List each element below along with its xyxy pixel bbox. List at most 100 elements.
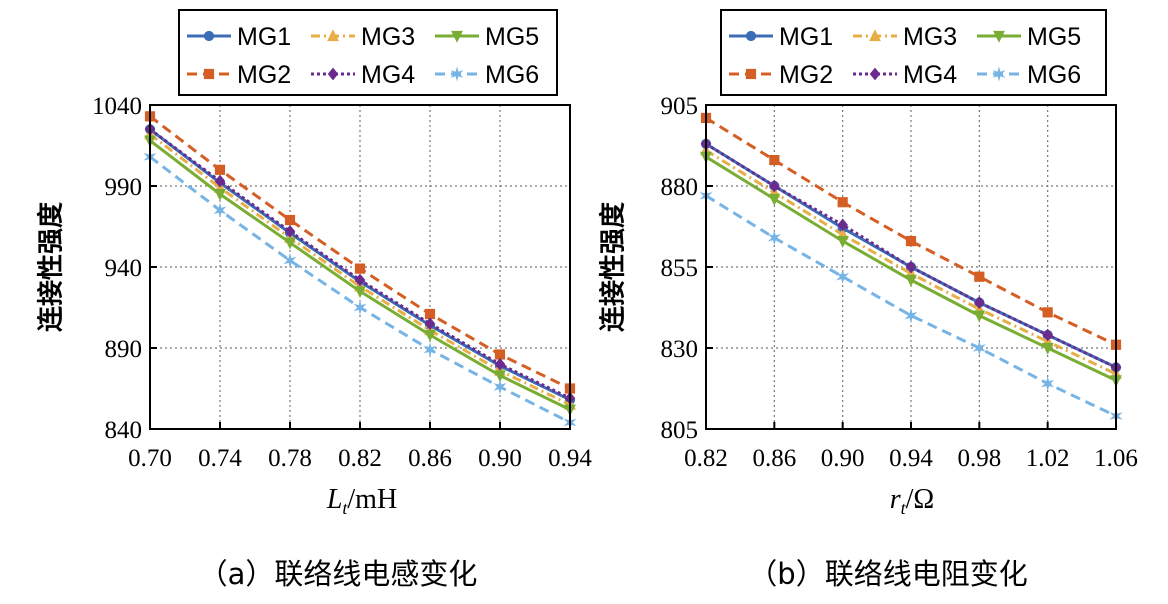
x-tick-label: 0.78	[268, 445, 312, 472]
y-tick-label: 855	[661, 255, 699, 282]
data-point-mg5	[1041, 342, 1054, 355]
legend-marker-mg3	[327, 29, 339, 42]
data-point-mg4	[284, 225, 296, 238]
legend-label-mg4: MG4	[361, 61, 415, 89]
data-point-mg2	[424, 308, 436, 320]
y-tick-label: 990	[105, 174, 143, 201]
legend-marker-mg4	[327, 67, 339, 81]
data-point-mg2	[837, 197, 848, 208]
x-tick-label: 0.70	[128, 445, 172, 472]
x-axis-label: Lt/mH	[326, 484, 397, 518]
legend-box	[720, 9, 1107, 96]
data-point-mg5	[424, 329, 436, 342]
x-tick-label: 0.90	[478, 445, 522, 472]
data-point-mg2	[905, 235, 917, 247]
data-point-mg6	[904, 308, 918, 324]
legend-label-mg3: MG3	[361, 23, 415, 51]
data-point-mg6	[767, 230, 781, 246]
legend-marker-mg1	[745, 30, 757, 42]
data-point-mg6	[972, 340, 986, 356]
data-point-mg5	[354, 286, 366, 299]
legend-marker-mg6	[992, 66, 1006, 82]
legend-marker-mg5	[451, 30, 463, 43]
data-point-mg4	[974, 296, 985, 309]
x-tick-label: 1.02	[1026, 445, 1070, 472]
legend-marker-mg3	[869, 29, 881, 42]
legend-marker-mg4	[869, 67, 881, 81]
x-tick-label: 0.82	[338, 445, 382, 472]
legend-label-mg3: MG3	[903, 23, 957, 51]
data-point-mg6	[836, 269, 850, 285]
x-tick-label: 1.06	[1094, 445, 1138, 472]
legend-label-mg2: MG2	[237, 61, 291, 89]
data-point-mg6	[1041, 376, 1055, 392]
data-point-mg2	[354, 263, 366, 274]
y-tick-label: 1040	[92, 93, 142, 120]
legend-label-mg2: MG2	[779, 61, 833, 89]
x-tick-label: 0.82	[684, 445, 728, 472]
series-mg5-a	[144, 135, 576, 417]
legend-label-mg5: MG5	[485, 23, 539, 51]
x-axis-label: rt/Ω	[890, 484, 935, 518]
x-tick-label: 0.94	[548, 445, 592, 472]
data-point-mg4	[424, 317, 436, 331]
data-point-mg2	[1042, 307, 1053, 318]
data-point-mg4	[214, 174, 226, 188]
y-tick-label: 805	[661, 417, 699, 444]
data-point-mg4	[1042, 328, 1053, 342]
x-tick-label: 0.86	[752, 445, 796, 472]
series-mg5-b	[700, 151, 1122, 388]
x-tick-label: 0.98	[957, 445, 1001, 472]
legend-label-mg6: MG6	[1027, 61, 1081, 89]
data-point-mg6	[283, 252, 297, 269]
data-point-mg6	[423, 342, 437, 358]
data-point-mg2	[494, 349, 506, 360]
legend-a: MG1 MG3 MG5 MG2 MG4 MG6	[178, 9, 558, 96]
legend-marker-mg5	[993, 30, 1005, 43]
x-tick-label: 0.74	[198, 445, 242, 472]
data-point-mg5	[284, 237, 296, 250]
data-point-mg4	[769, 179, 780, 193]
data-point-mg6	[353, 299, 367, 316]
legend-b: MG1 MG3 MG5 MG2 MG4 MG6	[720, 9, 1107, 96]
data-point-mg5	[973, 310, 986, 323]
y-axis-label: 连接性强度	[598, 202, 629, 332]
data-point-mg2	[284, 214, 296, 226]
data-point-mg4	[837, 218, 848, 232]
x-tick-label: 0.94	[889, 445, 933, 472]
legend-box	[178, 9, 558, 96]
legend-marker-mg2	[203, 68, 215, 80]
y-tick-label: 905	[661, 93, 699, 120]
data-point-mg4	[354, 273, 366, 287]
data-point-mg5	[768, 193, 781, 206]
y-tick-label: 840	[105, 417, 143, 444]
legend-label-mg1: MG1	[237, 23, 291, 51]
y-axis-label: 连接性强度	[36, 202, 67, 332]
data-point-mg2	[769, 154, 780, 166]
subfigure-caption: （b）联络线电阻变化	[748, 557, 1027, 591]
legend-label-mg1: MG1	[779, 23, 833, 51]
data-point-mg4	[494, 357, 506, 371]
legend-marker-mg6	[450, 66, 464, 82]
data-point-mg2	[974, 271, 985, 282]
data-point-mg5	[494, 370, 506, 383]
data-point-mg6	[213, 202, 227, 218]
legend-marker-mg1	[203, 30, 215, 42]
legend-label-mg5: MG5	[1027, 23, 1081, 51]
data-point-mg4	[905, 260, 917, 274]
legend-label-mg6: MG6	[485, 61, 539, 89]
data-point-mg5	[214, 189, 226, 201]
y-tick-label: 890	[105, 336, 143, 363]
data-point-mg5	[836, 236, 849, 248]
legend-marker-mg2	[745, 68, 757, 80]
data-point-mg2	[214, 164, 226, 175]
y-tick-label: 940	[105, 255, 143, 282]
series-mg4-b	[700, 137, 1122, 374]
y-tick-label: 880	[661, 174, 699, 201]
y-tick-label: 830	[661, 336, 699, 363]
legend-label-mg4: MG4	[903, 61, 957, 89]
data-point-mg5	[905, 274, 917, 287]
